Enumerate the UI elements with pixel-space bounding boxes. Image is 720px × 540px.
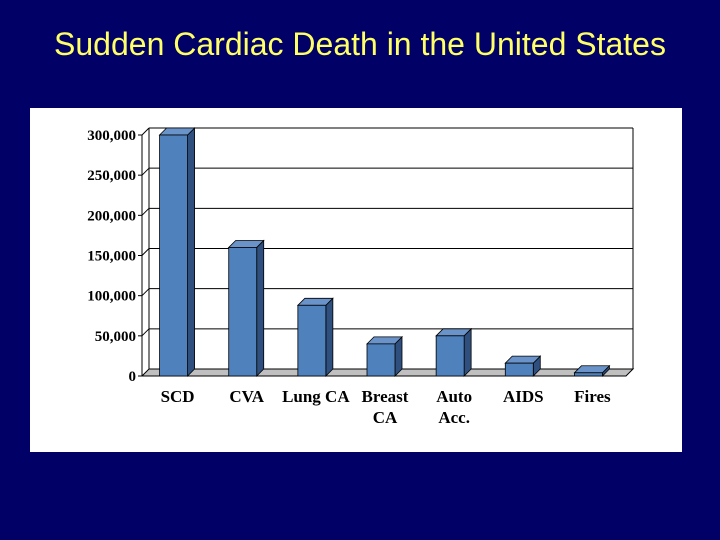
bar — [228, 247, 258, 377]
x-tick-label-line: Acc. — [438, 408, 470, 427]
bar — [504, 362, 534, 377]
x-tick-label-line: AIDS — [503, 387, 544, 406]
x-tick-label: Fires — [574, 387, 611, 406]
gridline-side — [141, 328, 150, 337]
x-tick-label: AIDS — [503, 387, 544, 406]
slide-title: Sudden Cardiac Death in the United State… — [54, 26, 666, 62]
bar — [574, 372, 603, 377]
gridline-side — [141, 167, 150, 176]
x-tick-label-line: Breast — [362, 387, 409, 406]
x-tick-label: CVA — [229, 387, 264, 406]
bar-chart: 0 50,000 100,000 150,000 200,000 250,000 300,0… — [87, 127, 635, 427]
x-tick-label: Lung CA — [282, 387, 350, 406]
bar-side — [325, 297, 334, 377]
y-tick-label: 200,000 — [87, 208, 136, 224]
x-tick-label-line: Lung CA — [282, 387, 350, 406]
y-tick-label: 100,000 — [87, 289, 136, 305]
x-tick-label-line: SCD — [161, 387, 195, 406]
bar — [159, 134, 188, 377]
y-tick-label: 300,000 — [87, 128, 136, 144]
bar — [366, 343, 396, 377]
gridline-side — [141, 207, 150, 216]
gridline-side — [141, 248, 150, 256]
chart-panel: 0 50,000 100,000 150,000 200,000 250,000 300,0… — [30, 108, 682, 452]
bar-side — [256, 239, 265, 377]
bar-side — [187, 127, 195, 377]
y-tick-label: 250,000 — [87, 168, 136, 184]
gridline-side — [141, 127, 150, 136]
x-tick-label-line: Fires — [574, 387, 611, 406]
bar — [435, 335, 465, 377]
gridline-side — [141, 288, 150, 297]
x-tick-label-line: CA — [373, 408, 398, 427]
bar-side — [463, 327, 472, 377]
x-tick-label: SCD — [161, 387, 195, 406]
x-tick-label: Auto Acc. — [436, 387, 472, 427]
y-tick-label: 150,000 — [87, 249, 136, 265]
x-tick-label-line: Auto — [436, 387, 472, 406]
x-tick-label: Breast CA — [362, 387, 409, 427]
x-tick-label-line: CVA — [229, 387, 264, 406]
y-tick-label: 0 — [129, 369, 137, 385]
y-tick-label: 50,000 — [95, 329, 136, 345]
bar — [297, 304, 327, 377]
